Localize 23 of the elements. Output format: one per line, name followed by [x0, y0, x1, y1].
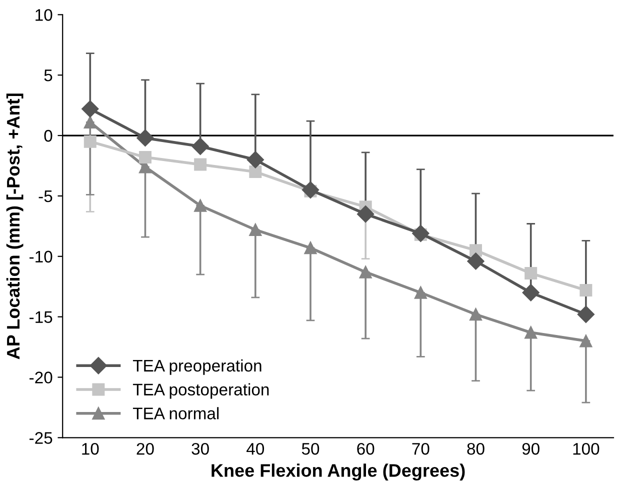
- x-tick-label: 60: [357, 442, 374, 455]
- y-tick-label: 10: [36, 9, 52, 21]
- x-tick-label: 90: [522, 442, 540, 455]
- x-tick-label: 100: [573, 442, 600, 455]
- x-tick-label: 80: [467, 442, 484, 455]
- y-tick-label: -5: [38, 190, 52, 202]
- y-tick-label: -10: [30, 250, 52, 263]
- x-tick-label: 10: [82, 442, 99, 455]
- y-tick-label: 5: [44, 70, 52, 82]
- x-tick-label: 50: [302, 442, 320, 455]
- x-tick-label: 30: [192, 442, 209, 455]
- x-axis-title: Knee Flexion Angle (Degrees): [212, 464, 465, 481]
- x-tick-label: 40: [246, 442, 264, 455]
- legend-label: TEA postoperation: [132, 383, 269, 399]
- x-tick-label: 20: [136, 442, 154, 455]
- y-tick-label: -20: [30, 372, 52, 384]
- legend-label: TEA normal: [132, 407, 219, 420]
- y-tick-label: 0: [44, 130, 52, 142]
- y-tick-label: -25: [30, 432, 52, 444]
- legend-label: TEA preoperation: [132, 359, 262, 375]
- y-axis-title: AP Location (mm) [-Post, +Ant]: [6, 94, 24, 360]
- x-tick-label: 70: [412, 442, 430, 455]
- y-tick-label: -15: [30, 311, 52, 324]
